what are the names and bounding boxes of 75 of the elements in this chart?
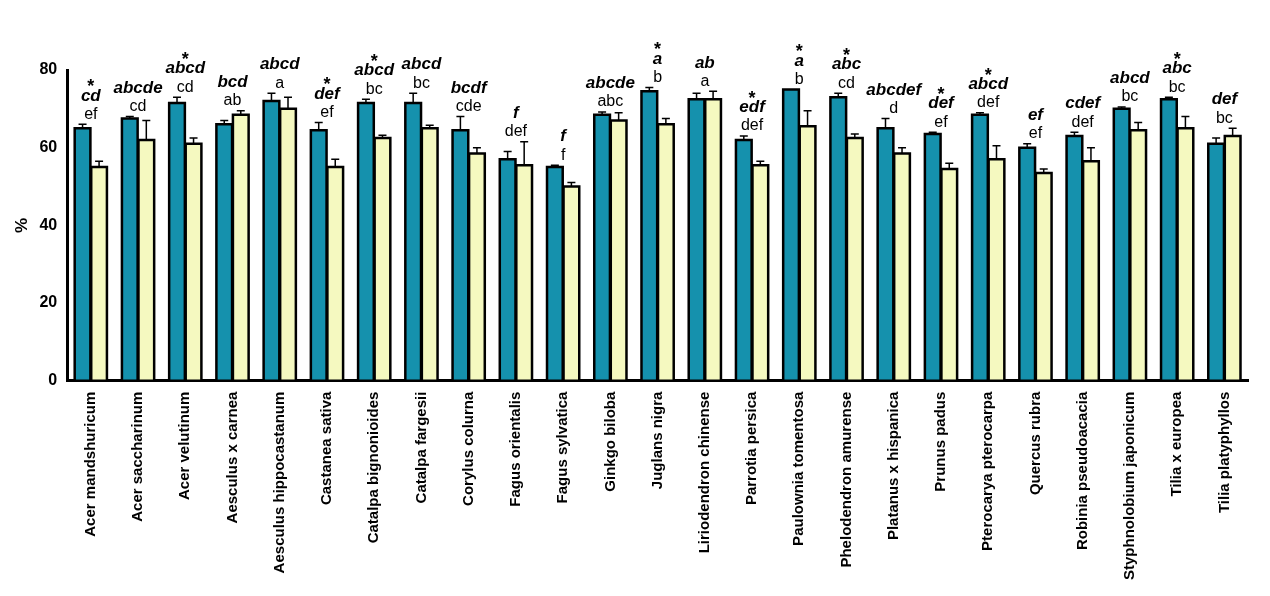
data-label: def: [928, 93, 957, 113]
data-label: def: [314, 83, 343, 103]
x-tick-label: Fagus orientalis: [506, 391, 524, 507]
data-label: abc: [597, 92, 624, 110]
data-label: abc: [831, 54, 862, 74]
data-label: b: [794, 69, 804, 87]
x-tick-label: Platanus x hispanica: [883, 391, 901, 541]
x-tick-label: Juglans nigra: [647, 391, 665, 490]
data-label: edf: [739, 97, 768, 117]
y-tick-label: 60: [39, 138, 58, 156]
data-label: bcd: [217, 71, 249, 91]
y-axis-title: %: [11, 217, 31, 233]
x-tick-label: Ginkgo biloba: [600, 391, 618, 492]
x-tick-label: Catalpa fargesii: [411, 391, 429, 504]
x-tick-label: Phelodendron amurense: [836, 391, 854, 568]
data-label: bc: [1121, 87, 1139, 105]
data-label: def: [1071, 112, 1095, 130]
x-tick-label: Pterocarya pterocarpa: [978, 391, 996, 551]
data-label: bc: [1168, 77, 1186, 95]
x-tick-label: Paulownia tomentosa: [789, 391, 807, 546]
data-label: ef: [320, 102, 335, 120]
x-tick-label: Aesculus x carnea: [222, 391, 240, 524]
data-label: cdef: [1065, 93, 1103, 113]
data-label: ef: [934, 112, 949, 130]
y-tick-label: 20: [39, 293, 58, 311]
data-label: cd: [176, 77, 194, 95]
data-label: def: [740, 116, 764, 134]
data-label: a: [700, 71, 710, 89]
x-tick-label: Parrotia persica: [742, 391, 760, 506]
x-tick-label: Corylus colurna: [458, 391, 476, 506]
data-label: cd: [129, 97, 147, 115]
x-tick-label: Aesculus hippocastanum: [269, 391, 287, 574]
x-tick-label: Quercus rubra: [1025, 391, 1043, 496]
data-label: d: [889, 98, 899, 116]
x-tick-label: Prunus padus: [931, 391, 949, 492]
data-label: abcde: [585, 73, 635, 93]
y-tick-label: 40: [39, 215, 58, 233]
data-label: def: [977, 93, 1000, 111]
x-tick-label: Tilia x europea: [1167, 391, 1185, 497]
data-label: cde: [455, 97, 482, 115]
data-label: abcdef: [866, 79, 924, 99]
data-label: bc: [365, 79, 383, 97]
x-tick-label: Catalpa bignonioides: [364, 391, 382, 544]
x-tick-label: Acer saccharinum: [128, 391, 146, 522]
data-label: ef: [1028, 124, 1043, 142]
x-tick-label: Castanea sativa: [317, 391, 335, 506]
data-label: bc: [1215, 108, 1233, 126]
data-label: def: [504, 122, 528, 140]
data-label: ab: [694, 52, 715, 72]
x-tick-label: Tilia platyphyllos: [1214, 391, 1232, 514]
data-label: bc: [412, 73, 430, 91]
data-label: def: [1211, 89, 1240, 109]
y-tick-label: 80: [39, 60, 58, 78]
data-label: abcde: [113, 77, 163, 97]
data-label: bcdf: [450, 77, 489, 97]
data-label: ef: [1027, 104, 1046, 124]
x-tick-label: Liriodendron chinense: [694, 391, 712, 554]
y-tick-label: 0: [48, 371, 58, 389]
data-label: abcd: [1110, 68, 1151, 88]
data-label: abcd: [401, 54, 442, 74]
data-label: f: [560, 126, 569, 146]
x-tick-label: Fagus sylvatica: [553, 391, 571, 504]
x-tick-label: Robinia pseudoacacia: [1072, 391, 1090, 551]
data-label: a: [275, 73, 285, 91]
data-label: abcd: [259, 54, 301, 74]
x-tick-label: Styphnolobium japonicum: [1120, 391, 1138, 580]
x-tick-label: Acer mandshuricum: [80, 391, 98, 537]
data-label: abc: [1162, 58, 1193, 78]
data-label: f: [560, 145, 566, 163]
data-label: f: [513, 103, 522, 123]
x-tick-label: Acer velutinum: [175, 391, 193, 501]
data-label: b: [653, 67, 663, 85]
data-label: cd: [838, 73, 855, 91]
data-label: ab: [223, 91, 242, 109]
data-label: ef: [84, 104, 99, 122]
